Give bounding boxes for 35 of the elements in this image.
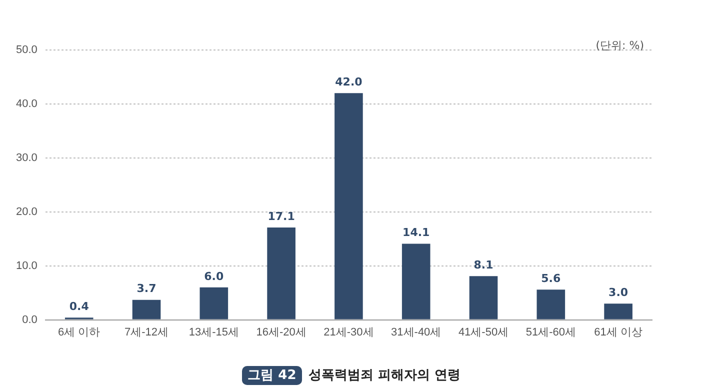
data-label: 17.1 xyxy=(268,210,295,223)
y-tick-label: 0.0 xyxy=(22,314,38,326)
y-tick-label: 30.0 xyxy=(16,152,38,164)
y-tick-label: 40.0 xyxy=(16,98,38,110)
x-tick-label: 31세-40세 xyxy=(391,326,442,338)
data-label: 42.0 xyxy=(335,76,363,89)
annotation: (단위: %) xyxy=(596,38,644,53)
data-label: 3.0 xyxy=(608,286,628,299)
data-label: 5.6 xyxy=(541,272,561,285)
x-tick-label: 21세-30세 xyxy=(324,326,374,338)
bar xyxy=(402,244,430,320)
data-label: 6.0 xyxy=(204,270,224,283)
x-tick-label: 51세-60세 xyxy=(526,326,576,338)
data-label: 8.1 xyxy=(474,258,494,272)
y-tick-label: 10.0 xyxy=(16,260,38,272)
bar xyxy=(469,276,498,320)
text: 성폭력범죄 피해자의 연령 xyxy=(308,368,460,383)
y-tick-label: 50.0 xyxy=(16,44,38,56)
caption: 그림 42 xyxy=(242,366,302,385)
x-tick-label: 61세 이상 xyxy=(594,326,642,338)
bar xyxy=(200,287,228,320)
x-tick-label: 6세 이하 xyxy=(58,326,100,338)
bar xyxy=(132,300,161,320)
x-tick-label: 7세-12세 xyxy=(124,326,169,338)
x-tick-label: 13세-15세 xyxy=(188,326,239,338)
data-label: 0.4 xyxy=(69,300,90,313)
y-tick-label: 20.0 xyxy=(16,206,38,218)
bar xyxy=(536,290,566,320)
bar xyxy=(604,304,632,320)
x-tick-label: 41세-50세 xyxy=(458,326,509,338)
data-label: 3.7 xyxy=(136,282,156,296)
bar xyxy=(267,228,296,320)
bar xyxy=(334,93,363,320)
x-tick-label: 16세-20세 xyxy=(256,326,306,338)
data-label: 14.1 xyxy=(402,226,430,240)
